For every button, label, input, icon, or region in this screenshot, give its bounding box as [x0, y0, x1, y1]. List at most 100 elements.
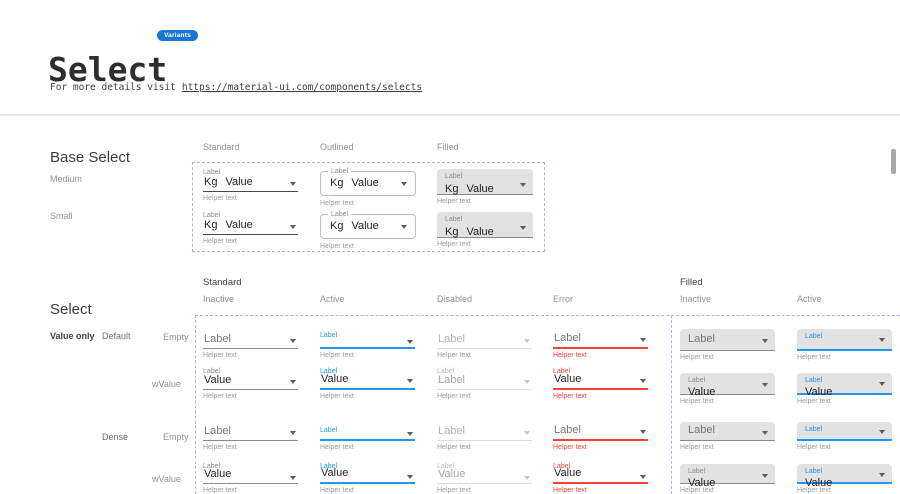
- base-select-standard-small[interactable]: Label Kg Value Helper text: [203, 211, 298, 245]
- helper-text: Helper text: [437, 393, 471, 400]
- base-select-filled-medium[interactable]: Label Kg Value Helper text: [437, 169, 533, 205]
- select-standard-active[interactable]: Label Value Helper text: [320, 367, 415, 400]
- dropdown-arrow-icon: [879, 382, 885, 386]
- select-standard-active[interactable]: Label Helper text: [320, 331, 415, 359]
- column-header: Standard: [203, 142, 240, 152]
- select-filled-box: Label Kg Value: [437, 169, 533, 195]
- select-filled-box: Label Value: [797, 464, 892, 489]
- select-value: Kg Value: [445, 183, 494, 195]
- select-input-line: Value: [203, 374, 298, 390]
- select-grid-heading: Select: [50, 301, 92, 319]
- select-filled-active[interactable]: Label Value Helper text: [797, 373, 892, 405]
- group-header: Filled: [680, 277, 703, 288]
- select-input-line: Label: [437, 374, 532, 390]
- column-header: Active: [797, 294, 822, 304]
- row-header: Medium: [50, 174, 83, 184]
- select-input-line: Kg Value: [203, 219, 298, 235]
- dropdown-arrow-icon: [290, 476, 296, 480]
- select-placeholder: Label: [438, 333, 465, 345]
- base-select-filled-small[interactable]: Label Kg Value Helper text: [437, 212, 533, 248]
- row-label: wValue: [152, 474, 181, 484]
- variants-badge[interactable]: Variants: [157, 30, 198, 41]
- select-value: Value: [321, 467, 349, 479]
- column-header: Error: [553, 294, 573, 304]
- helper-text: Helper text: [680, 354, 714, 361]
- select-label: Label: [805, 426, 823, 433]
- dropdown-arrow-icon: [290, 225, 296, 229]
- base-select-standard-medium[interactable]: Label Kg Value Helper text: [203, 168, 298, 202]
- select-standard-error[interactable]: Label Helper text: [553, 424, 648, 451]
- dropdown-arrow-icon: [520, 183, 526, 187]
- helper-text: Helper text: [320, 352, 354, 359]
- dropdown-arrow-icon: [407, 340, 413, 344]
- select-label: Label: [203, 463, 221, 470]
- helper-text: Helper text: [797, 354, 831, 361]
- row-label: Empty: [163, 332, 189, 342]
- helper-text: Helper text: [437, 241, 471, 248]
- select-placeholder: Label: [688, 333, 715, 345]
- select-input-line: Value: [553, 373, 648, 390]
- dropdown-arrow-icon: [762, 339, 768, 343]
- select-input-line: Value: [553, 467, 648, 484]
- dropdown-arrow-icon: [762, 474, 768, 478]
- select-standard-active[interactable]: Label Value Helper text: [320, 462, 415, 494]
- select-value: Value: [321, 373, 349, 385]
- select-adornment: Kg: [445, 226, 459, 238]
- dropdown-arrow-icon: [879, 430, 885, 434]
- dropdown-arrow-icon: [762, 383, 768, 387]
- column-header: Inactive: [203, 294, 235, 304]
- subtitle: For more details visit https://material-u…: [50, 82, 422, 93]
- helper-text: Helper text: [437, 352, 471, 359]
- select-standard-inactive[interactable]: Label Value Helper text: [203, 462, 298, 494]
- select-label: Label: [437, 368, 455, 375]
- select-value: Value: [554, 373, 582, 385]
- select-standard-inactive[interactable]: Label Helper text: [203, 425, 298, 451]
- column-header: Active: [320, 294, 345, 304]
- select-standard-inactive[interactable]: Label Value Helper text: [203, 367, 298, 400]
- select-filled-inactive[interactable]: Label Helper text: [680, 422, 775, 451]
- select-input-line: [320, 432, 415, 441]
- select-placeholder: Label: [204, 425, 231, 437]
- select-input-line: Value: [437, 468, 532, 484]
- select-filled-inactive[interactable]: Label Value Helper text: [680, 373, 775, 405]
- select-filled-active[interactable]: Label Helper text: [797, 422, 892, 451]
- select-filled-box: Label Value: [680, 464, 775, 489]
- select-standard-error[interactable]: Label Helper text: [553, 331, 648, 359]
- select-label: Label: [203, 368, 221, 375]
- base-select-outlined-small[interactable]: Label Kg Value Helper text: [320, 210, 416, 250]
- select-label: Label: [553, 463, 571, 470]
- select-filled-box: Label: [797, 422, 892, 441]
- select-input-line: [320, 340, 415, 349]
- select-standard-error[interactable]: Label Value Helper text: [553, 367, 648, 400]
- select-filled-active[interactable]: Label Helper text: [797, 329, 892, 361]
- select-standard-disabled: Label Helper text: [437, 331, 532, 359]
- select-label: Label: [320, 463, 338, 470]
- vertical-scrollbar-thumb[interactable]: [891, 149, 896, 174]
- select-standard-inactive[interactable]: Label Helper text: [203, 331, 298, 359]
- helper-text: Helper text: [320, 444, 354, 451]
- row-group-label: Dense: [102, 432, 129, 442]
- select-placeholder: Label: [204, 333, 231, 345]
- select-filled-box: Label: [680, 329, 775, 351]
- select-standard-error[interactable]: Label Value Helper text: [553, 462, 648, 494]
- helper-text: Helper text: [437, 198, 471, 205]
- select-label: Label: [437, 463, 455, 470]
- page-title: Select: [48, 50, 168, 90]
- subtitle-link[interactable]: https://material-ui.com/components/selec…: [181, 81, 423, 93]
- select-filled-box: Label: [680, 422, 775, 441]
- helper-text: Helper text: [320, 200, 354, 207]
- base-select-outlined-medium[interactable]: Label Kg Value Helper text: [320, 167, 416, 207]
- select-filled-inactive[interactable]: Label Value Helper text: [680, 464, 775, 494]
- select-value: Value: [438, 468, 466, 480]
- helper-text: Helper text: [553, 393, 587, 400]
- helper-text: Helper text: [203, 195, 237, 202]
- select-value: Label: [438, 374, 465, 386]
- select-filled-inactive[interactable]: Label Helper text: [680, 329, 775, 361]
- select-filled-active[interactable]: Label Value Helper text: [797, 464, 892, 494]
- helper-text: Helper text: [680, 444, 714, 451]
- select-standard-active[interactable]: Label Helper text: [320, 426, 415, 451]
- column-header: Disabled: [437, 294, 473, 304]
- select-value: Kg Value: [330, 220, 379, 232]
- base-select-heading: Base Select: [50, 149, 131, 167]
- select-standard-disabled: Label Value Helper text: [437, 462, 532, 494]
